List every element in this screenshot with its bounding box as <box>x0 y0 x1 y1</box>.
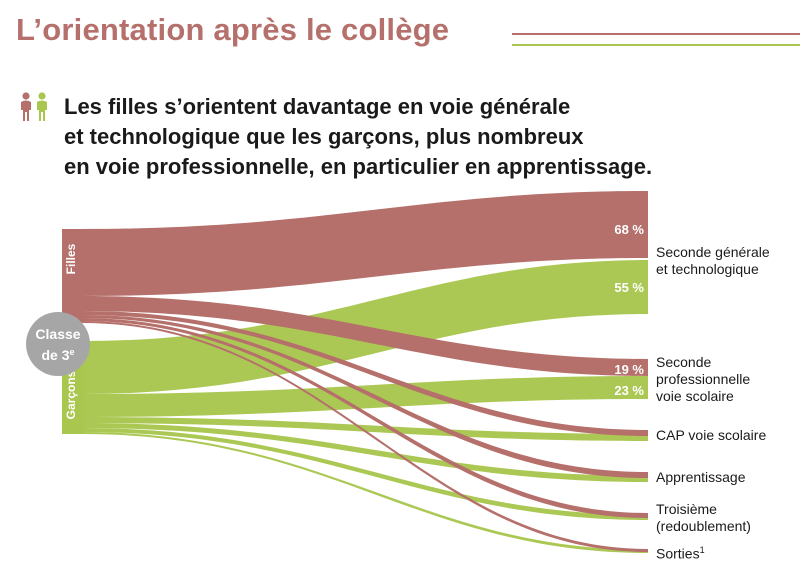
headline-line-2: et technologique que les garçons, plus n… <box>64 124 584 149</box>
flow-garcons-seconde-pro <box>82 376 648 417</box>
target-cap: CAP voie scolaire <box>656 427 767 443</box>
flow-filles-seconde-pro <box>82 296 648 376</box>
title-rule-top <box>512 33 800 35</box>
target-seconde-pro: Seconde professionnelle voie scolaire <box>656 354 751 404</box>
target-seconde-gt: Seconde générale et technologique <box>656 244 770 277</box>
flow-filles-seconde-gt <box>82 191 648 296</box>
girl-boy-icon <box>21 92 47 121</box>
classe-badge-line1: Classe <box>35 325 81 342</box>
headline: Les filles s’orientent davantage en voie… <box>64 92 652 182</box>
flow-garcons-apprentissage <box>82 423 648 482</box>
pct-garcons-seconde-pro: 23 % <box>614 383 644 398</box>
flow-garcons-cap <box>82 417 648 441</box>
target-sorties: Sorties1 <box>656 545 705 562</box>
title-rule-bottom <box>512 44 800 46</box>
pct-garcons-seconde-gt: 55 % <box>614 280 644 295</box>
source-bar-filles <box>62 229 84 323</box>
headline-line-3: en voie professionnelle, en particulier … <box>64 154 653 179</box>
classe-badge: Classe de 3e <box>26 312 90 376</box>
classe-badge-sup: e <box>69 346 75 357</box>
pct-filles-seconde-gt: 68 % <box>614 222 644 237</box>
source-label-filles: Filles <box>64 243 78 275</box>
pct-filles-seconde-pro: 19 % <box>614 362 644 377</box>
page-title: L’orientation après le collège <box>16 12 450 47</box>
headline-line-1: Les filles s’orientent davantage en voie… <box>64 94 571 119</box>
target-troisieme: Troisième (redoublement) <box>656 501 751 534</box>
target-apprentissage: Apprentissage <box>656 469 746 485</box>
classe-badge-line2: de 3 <box>41 346 70 363</box>
